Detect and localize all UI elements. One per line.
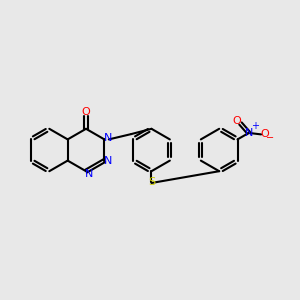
Text: N: N [104, 156, 113, 166]
Text: O: O [81, 107, 90, 117]
Text: O: O [261, 129, 270, 140]
Text: O: O [232, 116, 241, 126]
Text: +: + [251, 122, 259, 131]
Text: −: − [266, 133, 274, 143]
Text: S: S [148, 177, 155, 188]
Text: N: N [85, 169, 94, 178]
Text: N: N [244, 128, 253, 138]
Text: N: N [104, 133, 113, 143]
